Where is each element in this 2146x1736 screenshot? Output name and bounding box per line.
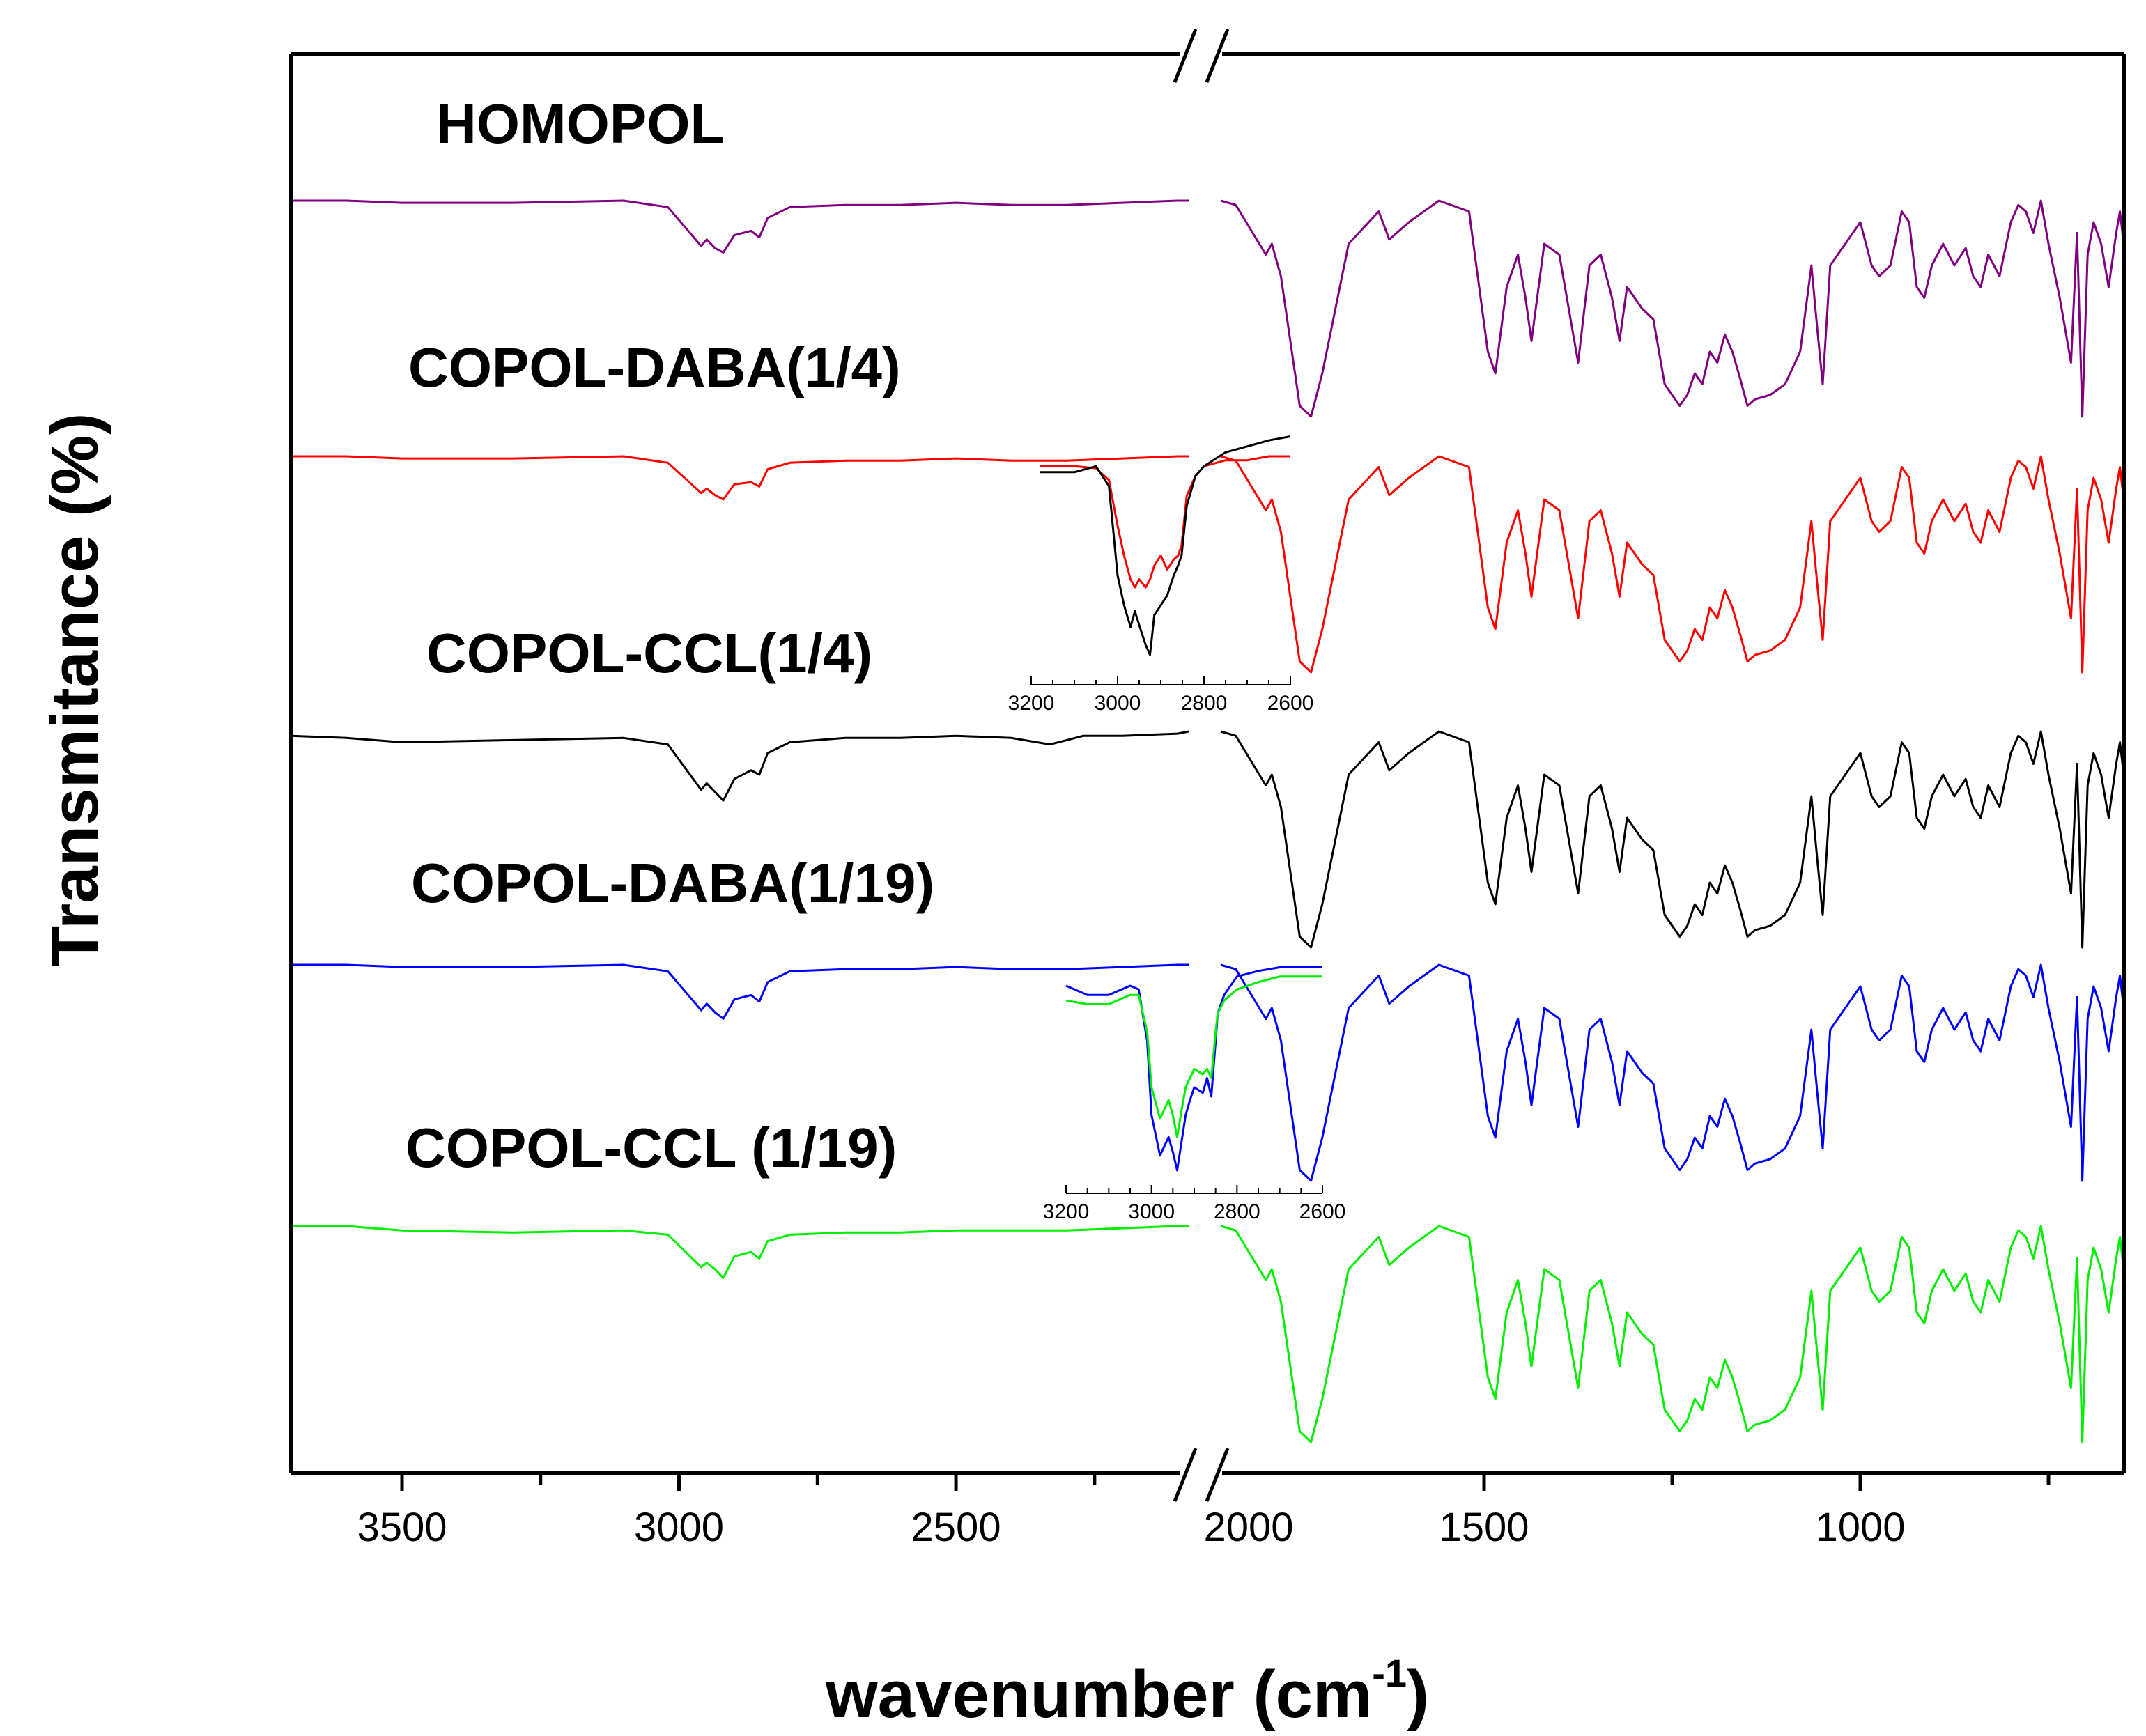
- inset-0-tick-label: 2800: [1181, 692, 1228, 715]
- inset-0: 3200 3000 2800 2600: [1008, 435, 1314, 715]
- x-axis-title-main: wavenumber (cm: [825, 1657, 1372, 1732]
- y-axis-title: Transmitance (%): [38, 413, 112, 967]
- series-1: [291, 455, 2125, 674]
- inset-0-line-0: [1040, 455, 1290, 589]
- series-line-4-left: [291, 1225, 1189, 1279]
- x-tick-label-break: 2000: [1203, 1505, 1293, 1550]
- series-label-copol-ccl-1-4: COPOL-CCL(1/4): [426, 622, 872, 684]
- series-layer: [291, 199, 2125, 1443]
- series-0: [291, 199, 2125, 418]
- break-mark-bottom-2: [1205, 1448, 1230, 1502]
- series-2: [291, 730, 2125, 949]
- series-line-4-right: [1220, 1225, 2125, 1443]
- break-mark-top-2: [1205, 29, 1230, 83]
- inset-1-tick-label: 3000: [1128, 1200, 1175, 1223]
- inset-layer: 3200 3000 2800 2600 3200 3000 2800 2600: [1008, 435, 1346, 1223]
- x-axis-title: wavenumber (cm-1): [825, 1651, 1429, 1732]
- x-axis: 3500 3000 2500 1500 1000 2000: [357, 1473, 2051, 1550]
- break-mark-bottom-1: [1173, 1448, 1198, 1502]
- inset-1: 3200 3000 2800 2600: [1043, 966, 1346, 1223]
- plot-frame: [289, 52, 2126, 1475]
- series-3: [291, 963, 2125, 1182]
- x-tick-label: 1000: [1815, 1505, 1905, 1550]
- series-line-1-right: [1220, 455, 2125, 674]
- inset-0-tick-label: 3000: [1095, 692, 1141, 715]
- series-4: [291, 1225, 2125, 1443]
- series-line-2-left: [291, 730, 1189, 802]
- series-label-homopol: HOMOPOL: [436, 93, 724, 155]
- break-mark-top-1: [1173, 29, 1198, 83]
- series-line-0-left: [291, 199, 1189, 254]
- series-label-copol-daba-1-4: COPOL-DABA(1/4): [408, 336, 901, 398]
- inset-1-tick-label: 3200: [1043, 1200, 1090, 1223]
- x-tick-label: 3000: [634, 1505, 724, 1550]
- inset-0-line-1: [1040, 435, 1291, 656]
- inset-0-tick-label: 2600: [1267, 692, 1314, 715]
- series-line-0-right: [1220, 199, 2125, 418]
- inset-0-tick-label: 3200: [1008, 692, 1055, 715]
- x-tick-label: 1500: [1439, 1505, 1529, 1550]
- series-line-2-right: [1220, 730, 2125, 949]
- x-tick-label: 3500: [357, 1505, 447, 1550]
- series-line-3-right: [1220, 963, 2125, 1182]
- series-line-1-left: [291, 455, 1189, 501]
- x-axis-title-sup: -1: [1372, 1651, 1407, 1695]
- x-tick-label: 2500: [911, 1505, 1001, 1550]
- inset-1-tick-label: 2600: [1299, 1200, 1346, 1223]
- axis-break-marks: [1173, 29, 1230, 1502]
- inset-1-tick-label: 2800: [1214, 1200, 1260, 1223]
- series-label-copol-ccl-1-19: COPOL-CCL (1/19): [406, 1117, 897, 1179]
- x-axis-title-close: ): [1407, 1657, 1429, 1732]
- series-line-3-left: [291, 963, 1189, 1020]
- series-label-copol-daba-1-19: COPOL-DABA(1/19): [411, 852, 934, 914]
- inset-1-line-1: [1065, 975, 1322, 1138]
